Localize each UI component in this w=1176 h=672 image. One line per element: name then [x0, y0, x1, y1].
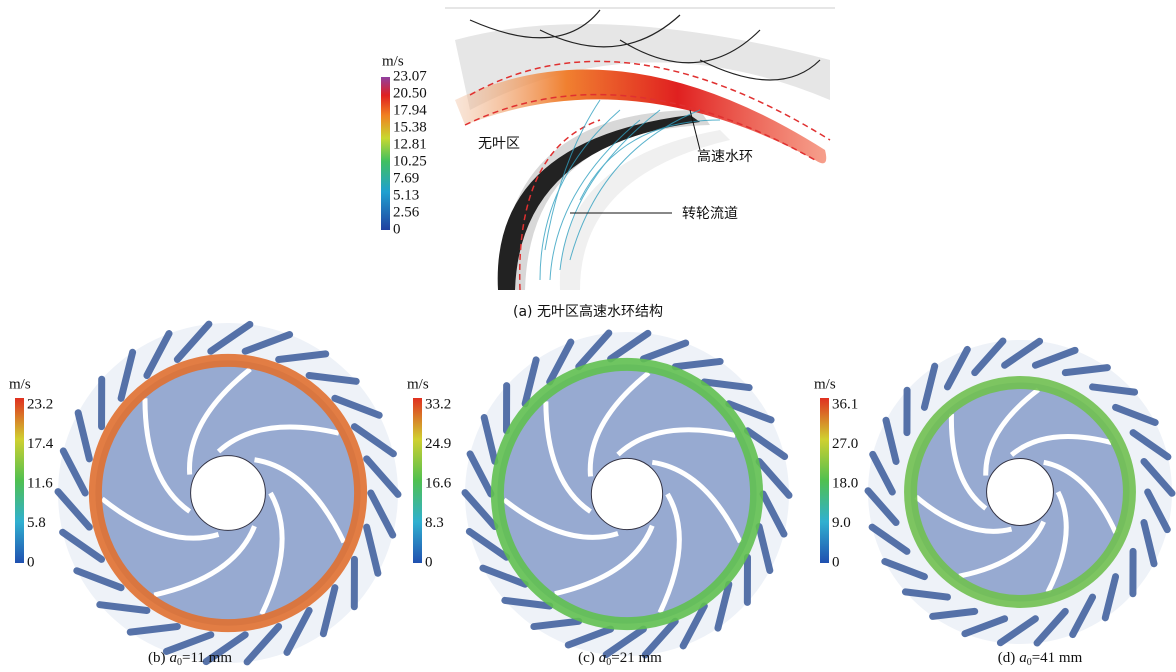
flow-image-a [445, 7, 835, 291]
colorbar-tick-label: 15.38 [393, 119, 427, 135]
caption-symbol: a [170, 650, 178, 666]
colorbar-tick-label: 11.6 [27, 475, 53, 491]
caption-value: =21 mm [611, 650, 662, 666]
colorbar-tick-label: 17.94 [393, 102, 427, 118]
impeller-image [864, 337, 1176, 647]
colorbar-tick-label: 23.2 [27, 396, 53, 412]
colorbar-tick-label: 16.6 [425, 475, 452, 491]
colorbar-tick-label: 27.0 [832, 436, 858, 452]
colorbar-tick-label: 12.81 [393, 136, 427, 152]
colorbar-tick-label: 24.9 [425, 436, 451, 452]
colorbar-unit: m/s [382, 53, 404, 69]
colorbar-tick-label: 2.56 [393, 204, 420, 220]
caption: (d) a0=41 mm [998, 650, 1083, 668]
caption-subscript: 0 [177, 657, 182, 668]
caption: (c) a0=21 mm [578, 650, 662, 668]
colorbar-tick-label: 10.25 [393, 153, 427, 169]
impeller-image [461, 329, 793, 659]
caption-symbol: a [1019, 650, 1027, 666]
caption: (a) 无叶区高速水环结构 [513, 303, 663, 320]
colorbar-tick-label: 0 [27, 554, 35, 570]
colorbar-tick-label: 0 [832, 554, 840, 570]
caption-symbol: a [599, 650, 607, 666]
colorbar-unit: m/s [407, 376, 429, 392]
colorbar-tick-label: 23.07 [393, 68, 427, 84]
annotation: 转轮流道 [682, 206, 738, 222]
colorbar-tick-label: 8.3 [425, 515, 444, 531]
caption-subscript: 0 [606, 657, 611, 668]
colorbar-tick-label: 9.0 [832, 515, 851, 531]
caption-label: (c) [578, 650, 595, 666]
colorbar-tick-label: 33.2 [425, 396, 451, 412]
caption-subscript: 0 [1027, 657, 1032, 668]
colorbar-tick-label: 5.8 [27, 515, 46, 531]
colorbar-tick-label: 36.1 [832, 396, 858, 412]
colorbar-tick-label: 0 [425, 554, 433, 570]
annotation: 无叶区 [478, 136, 520, 152]
caption-label: (b) [148, 650, 166, 666]
colorbar-tick-label: 17.4 [27, 436, 54, 452]
caption-label: (d) [998, 650, 1016, 666]
caption: (b) a0=11 mm [148, 650, 232, 668]
colorbar-unit: m/s [9, 376, 31, 392]
colorbar-tick-label: 18.0 [832, 475, 858, 491]
colorbar-a [381, 77, 390, 230]
colorbar-tick-label: 7.69 [393, 170, 419, 186]
annotation: 高速水环 [697, 148, 753, 165]
impeller-image [54, 320, 402, 666]
colorbar-unit: m/s [814, 376, 836, 392]
colorbar-tick-label: 5.13 [393, 187, 419, 203]
colorbar [15, 398, 24, 563]
caption-value: =11 mm [182, 650, 232, 666]
colorbar [413, 398, 422, 563]
colorbar-tick-label: 0 [393, 221, 401, 237]
caption-value: =41 mm [1032, 650, 1083, 666]
colorbar [820, 398, 829, 563]
colorbar-tick-label: 20.50 [393, 85, 427, 101]
